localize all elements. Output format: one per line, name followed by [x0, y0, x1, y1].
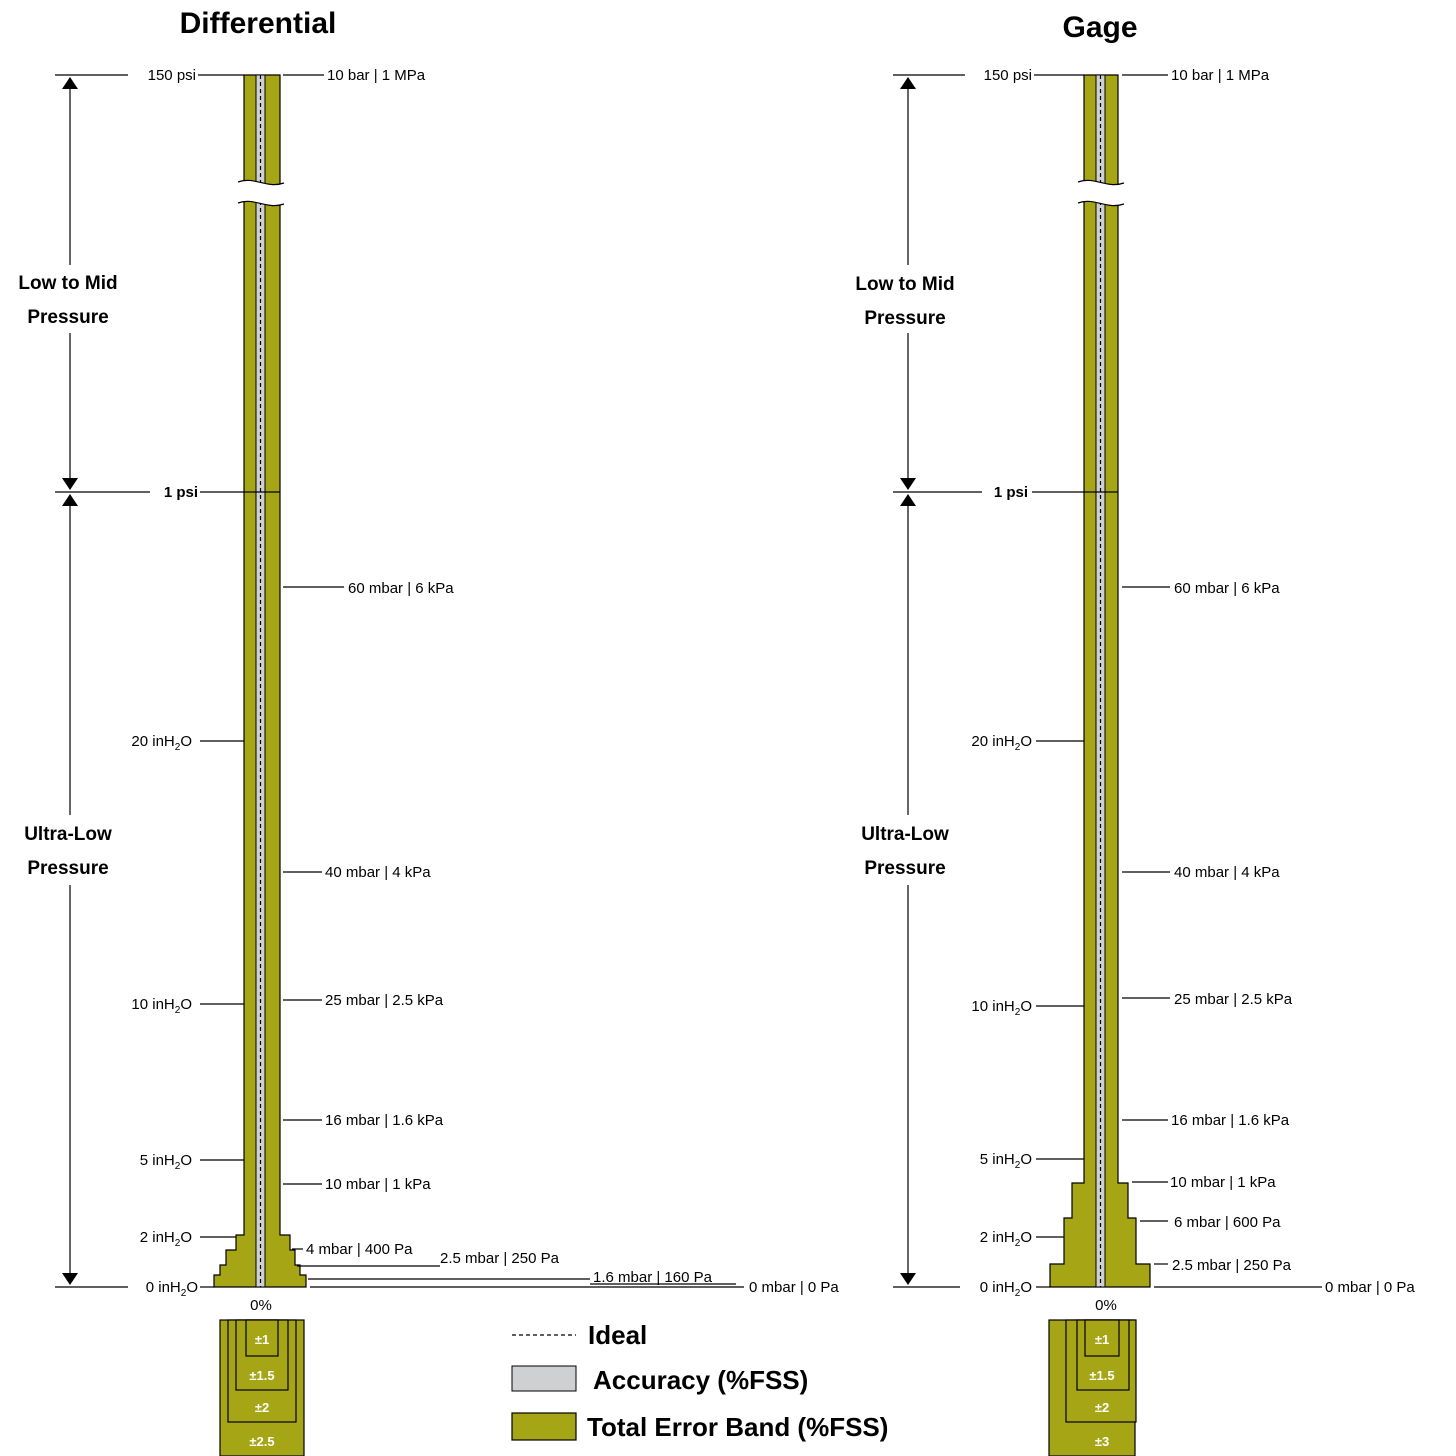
differential-label-0inh2o: 0 inH2O	[146, 1279, 198, 1299]
differential-label-10bar: 10 bar | 1 MPa	[327, 67, 426, 84]
gage-axis-break	[1078, 180, 1124, 206]
gage-label-10mbar: 10 mbar | 1 kPa	[1170, 1174, 1276, 1191]
legend: Ideal Accuracy (%FSS) Total Error Band (…	[511, 1320, 888, 1442]
gage-label-0mbar: 0 mbar | 0 Pa	[1325, 1279, 1415, 1296]
gage-label-16mbar: 16 mbar | 1.6 kPa	[1171, 1112, 1290, 1129]
gage-region-low-line1: Ultra-Low	[861, 824, 949, 845]
differential-region-high-line2: Pressure	[27, 307, 108, 328]
differential-band-key: ±1 ±1.5 ±2 ±2.5	[219, 1319, 305, 1456]
gage-label-0inh2o: 0 inH2O	[980, 1279, 1032, 1299]
differential-label-2inh2o: 2 inH2O	[140, 1229, 192, 1249]
differential-label-0mbar: 0 mbar | 0 Pa	[749, 1279, 839, 1296]
gage-band-3: ±3	[1095, 1434, 1109, 1449]
gage-label-10bar: 10 bar | 1 MPa	[1171, 67, 1270, 84]
differential-label-25mbar: 25 mbar | 2.5 kPa	[325, 992, 444, 1009]
legend-accuracy-swatch	[511, 1365, 577, 1392]
legend-total-error-band-swatch	[511, 1412, 577, 1441]
differential-label-16mbar: 16 mbar | 1.6 kPa	[325, 1112, 444, 1129]
gage-label-2inh2o: 2 inH2O	[980, 1229, 1032, 1249]
gage-label-20inh2o: 20 inH2O	[971, 733, 1032, 753]
differential-region-low-line1: Ultra-Low	[24, 824, 112, 845]
differential-label-4mbar: 4 mbar | 400 Pa	[306, 1241, 413, 1258]
gage-region-low-line2: Pressure	[864, 858, 945, 879]
differential-band-2: ±2	[255, 1400, 269, 1415]
differential-label-60mbar: 60 mbar | 6 kPa	[348, 580, 454, 597]
differential-band-2-5: ±2.5	[249, 1434, 274, 1449]
differential-panel: Differential 150 psi 1 psi 20 inH2O 10 i…	[18, 7, 839, 1456]
gage-zero-label: 0%	[1095, 1297, 1117, 1314]
differential-label-40mbar: 40 mbar | 4 kPa	[325, 864, 431, 881]
differential-region-low-line2: Pressure	[27, 858, 108, 879]
differential-label-10mbar: 10 mbar | 1 kPa	[325, 1176, 431, 1193]
gage-band-1-5: ±1.5	[1089, 1368, 1114, 1383]
differential-title: Differential	[180, 7, 337, 40]
gage-label-1psi: 1 psi	[994, 484, 1028, 501]
gage-region-high-line1: Low to Mid	[855, 274, 954, 295]
gage-band-key: ±1 ±1.5 ±2 ±3	[1048, 1319, 1137, 1456]
differential-label-10inh2o: 10 inH2O	[131, 996, 192, 1016]
differential-band-1-5: ±1.5	[249, 1368, 274, 1383]
gage-label-6mbar: 6 mbar | 600 Pa	[1174, 1214, 1281, 1231]
differential-region-high-line1: Low to Mid	[18, 273, 117, 294]
differential-label-20inh2o: 20 inH2O	[131, 733, 192, 753]
gage-label-40mbar: 40 mbar | 4 kPa	[1174, 864, 1280, 881]
legend-total-error-band-label: Total Error Band (%FSS)	[587, 1412, 888, 1442]
gage-label-25mbar: 25 mbar | 2.5 kPa	[1174, 991, 1293, 1008]
gage-label-150psi: 150 psi	[984, 67, 1032, 84]
differential-label-1-6mbar: 1.6 mbar | 160 Pa	[593, 1269, 713, 1286]
differential-label-2-5mbar: 2.5 mbar | 250 Pa	[440, 1250, 560, 1267]
gage-panel: Gage 150 psi 1 psi 20 inH2O 10 inH2O 5 i…	[855, 11, 1415, 1456]
gage-label-10inh2o: 10 inH2O	[971, 998, 1032, 1018]
legend-ideal-label: Ideal	[588, 1320, 647, 1350]
differential-zero-label: 0%	[250, 1297, 272, 1314]
gage-label-60mbar: 60 mbar | 6 kPa	[1174, 580, 1280, 597]
gage-band-1: ±1	[1095, 1332, 1109, 1347]
gage-label-2-5mbar: 2.5 mbar | 250 Pa	[1172, 1257, 1292, 1274]
gage-region-high-line2: Pressure	[864, 308, 945, 329]
gage-label-5inh2o: 5 inH2O	[980, 1151, 1032, 1171]
differential-label-1psi: 1 psi	[164, 484, 198, 501]
gage-band-2: ±2	[1095, 1400, 1109, 1415]
differential-label-150psi: 150 psi	[148, 67, 196, 84]
legend-accuracy-label: Accuracy (%FSS)	[593, 1365, 808, 1395]
differential-band-1: ±1	[255, 1332, 269, 1347]
differential-label-5inh2o: 5 inH2O	[140, 1152, 192, 1172]
differential-axis-break	[238, 180, 284, 206]
gage-title: Gage	[1062, 11, 1137, 44]
